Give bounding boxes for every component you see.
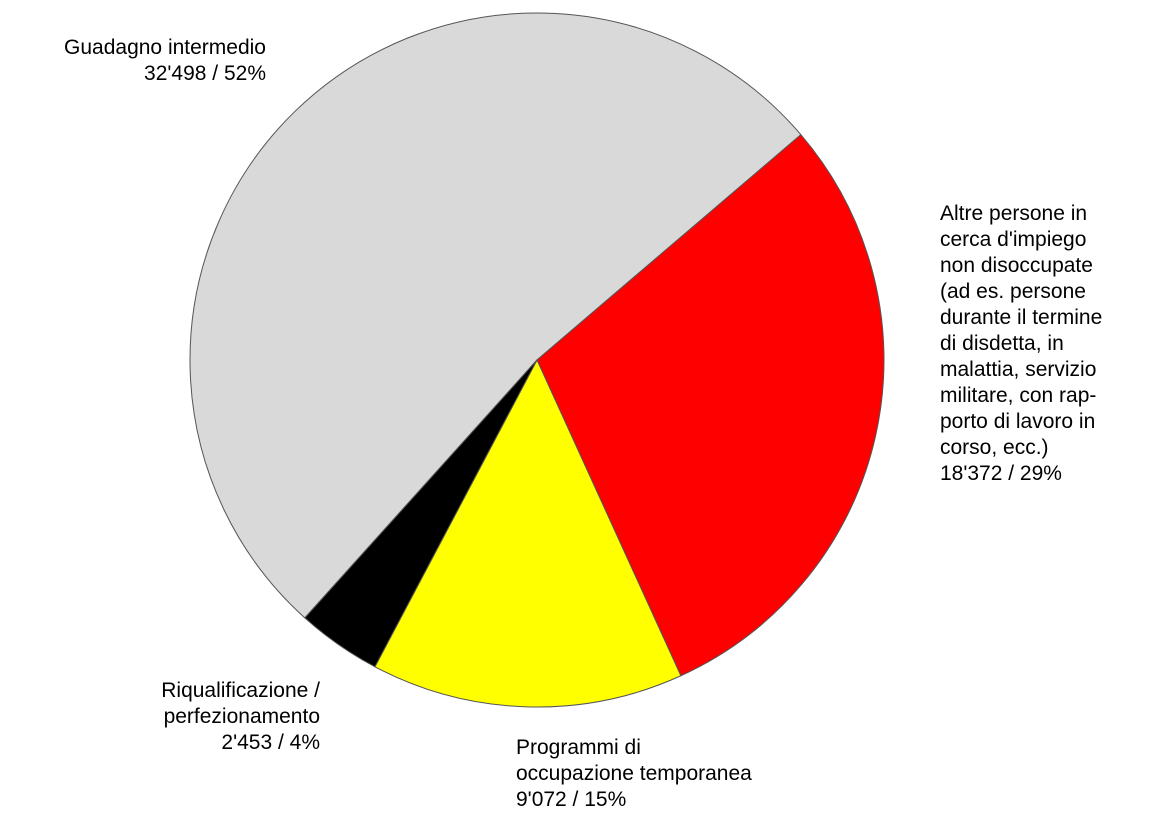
pie-slice xyxy=(536,133,885,677)
value-label: 32'498 / 52% xyxy=(144,62,266,85)
slice-label: Guadagno intermedio 32'498 / 52% xyxy=(64,35,266,87)
value-label: 18'372 / 29% xyxy=(940,462,1062,485)
pie-slice xyxy=(304,359,538,668)
value-label: 9'072 / 15% xyxy=(516,788,627,811)
slice-label: Altre persone in cerca d'impiego non dis… xyxy=(940,201,1102,487)
category-label: Programmi di occupazione temporanea xyxy=(516,736,752,785)
slice-label: Programmi di occupazione temporanea 9'072… xyxy=(516,735,752,813)
category-label: Riqualificazione / perfezionamento xyxy=(161,679,320,728)
value-label: 2'453 / 4% xyxy=(221,731,320,754)
category-label: Altre persone in cerca d'impiego non dis… xyxy=(940,202,1103,459)
slice-label: Riqualificazione / perfezionamento 2'453 … xyxy=(161,678,320,756)
pie-slice xyxy=(374,358,682,708)
pie-slice xyxy=(189,12,802,619)
category-label: Guadagno intermedio xyxy=(64,36,266,59)
